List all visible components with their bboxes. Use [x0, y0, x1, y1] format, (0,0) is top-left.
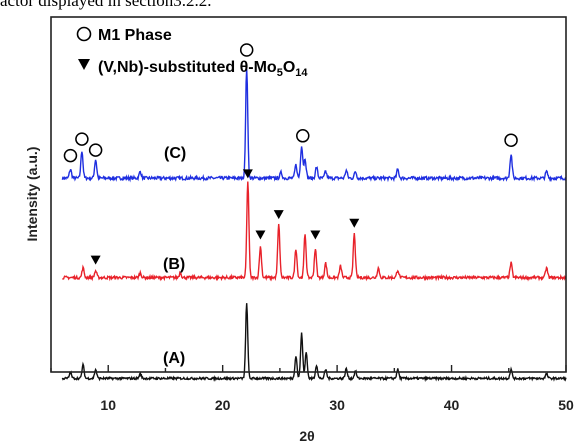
x-tick-label: 10 — [100, 397, 116, 413]
m1-phase-circle-marker — [88, 143, 103, 157]
theta-phase-triangle-marker — [349, 218, 360, 228]
theta-phase-triangle-marker — [255, 230, 266, 240]
curve-label-b: (B) — [163, 256, 185, 273]
xrd-curve-b — [61, 181, 567, 282]
x-axis-label: 2θ — [299, 428, 314, 444]
y-axis-label: Intensity (a.u.) — [24, 147, 40, 242]
xrd-curve-c — [61, 69, 567, 183]
circle-marker-icon — [76, 26, 92, 42]
theta-phase-triangle-marker — [242, 169, 253, 179]
legend: M1 Phase (V,Nb)-substituted θ-Mo5O14 — [76, 26, 308, 79]
m1-phase-circle-marker — [239, 43, 254, 57]
triangle-marker-icon — [78, 59, 90, 70]
m1-phase-circle-marker — [63, 148, 78, 163]
theta-phase-triangle-marker — [90, 255, 101, 265]
x-tick-label: 20 — [215, 397, 231, 413]
peak-markers — [63, 43, 518, 265]
x-axis-ticks: 10 20 30 40 50 — [50, 365, 574, 413]
curve-label-a: (A) — [163, 350, 185, 367]
pattern-curves — [61, 69, 567, 383]
x-tick-label: 30 — [329, 397, 345, 413]
x-tick-label: 40 — [444, 397, 460, 413]
m1-phase-circle-marker — [75, 132, 89, 146]
xrd-curve-a — [61, 303, 567, 383]
legend-label-theta-phase: (V,Nb)-substituted θ-Mo5O14 — [98, 59, 308, 79]
page-caption-fragment: actor displayed in section3.2.2. — [0, 0, 212, 10]
legend-label-m1: M1 Phase — [98, 27, 172, 44]
x-tick-label: 50 — [558, 397, 574, 413]
plot-frame — [50, 16, 567, 373]
curve-label-c: (C) — [164, 145, 186, 162]
m1-phase-circle-marker — [504, 133, 518, 147]
m1-phase-circle-marker — [296, 129, 310, 143]
theta-phase-triangle-marker — [273, 210, 284, 220]
theta-phase-triangle-marker — [310, 230, 321, 240]
